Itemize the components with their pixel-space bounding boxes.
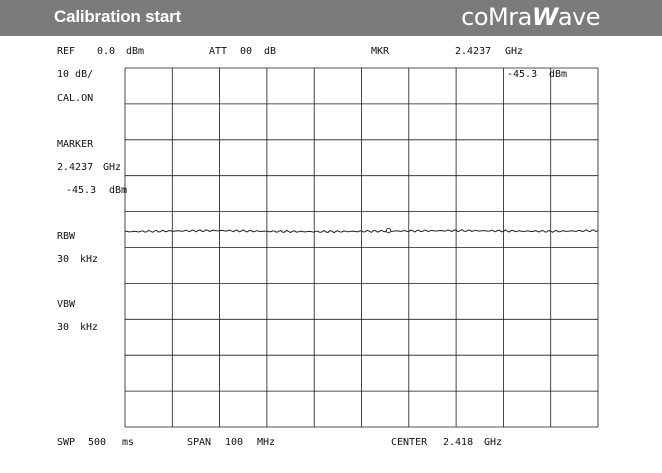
vbw-label: VBW — [57, 299, 76, 310]
marker-readout-value: -45.3 — [507, 69, 538, 80]
swp-unit: ms — [122, 437, 135, 448]
brand-prefix: coMra — [461, 3, 532, 31]
vbw-unit: kHz — [80, 322, 99, 333]
marker-level: -45.3 — [66, 185, 97, 196]
center-unit: GHz — [484, 437, 503, 448]
ref-label: REF — [57, 46, 76, 57]
spectrum-trace — [124, 229, 599, 234]
brand-w: W — [531, 3, 558, 31]
swp-value: 500 — [88, 437, 107, 448]
rbw-value: 30 — [57, 254, 70, 265]
page-title: Calibration start — [54, 7, 181, 26]
vbw-value: 30 — [57, 322, 70, 333]
mkr-unit: GHz — [505, 46, 524, 57]
center-value: 2.418 — [443, 437, 474, 448]
brand-suffix: ave — [557, 3, 601, 31]
marker-point — [385, 227, 392, 234]
marker-label: MARKER — [57, 139, 94, 150]
span-label: SPAN — [187, 437, 212, 448]
mkr-value: 2.4237 — [455, 46, 492, 57]
span-value: 100 — [225, 437, 244, 448]
ref-value: 0.0 — [97, 46, 116, 57]
scale-readout: 10 dB/ — [57, 69, 94, 80]
att-label: ATT — [209, 46, 228, 57]
marker-freq: 2.4237 — [57, 162, 94, 173]
swp-label: SWP — [57, 437, 76, 448]
ref-unit: dBm — [126, 46, 145, 57]
title-bar: Calibration start coMraWave — [0, 0, 662, 36]
marker-level-unit: dBm — [109, 185, 128, 196]
center-label: CENTER — [391, 437, 428, 448]
att-value: 00 — [240, 46, 253, 57]
span-unit: MHz — [257, 437, 276, 448]
att-unit: dB — [264, 46, 277, 57]
graticule — [124, 67, 599, 428]
brand-logo: coMraWave — [461, 3, 600, 31]
marker-freq-unit: GHz — [103, 162, 122, 173]
rbw-unit: kHz — [80, 254, 99, 265]
rbw-label: RBW — [57, 231, 76, 242]
marker-readout-unit: dBm — [549, 69, 568, 80]
mkr-label: MKR — [371, 46, 390, 57]
cal-status: CAL.ON — [57, 93, 94, 104]
